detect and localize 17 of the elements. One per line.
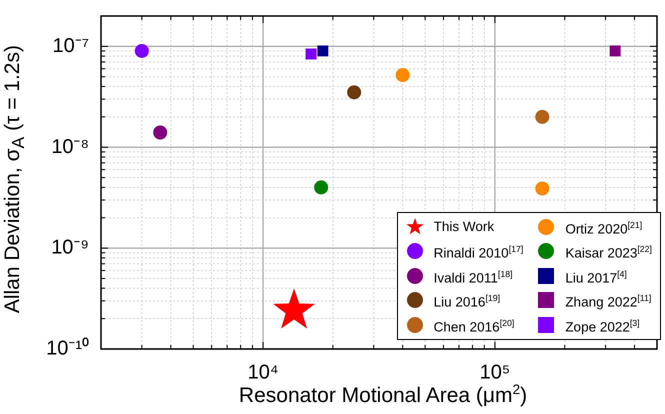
legend-label: This Work [434, 218, 494, 236]
legend-label: Liu 2017$^{[4]}$ [565, 268, 627, 287]
legend-label: Ivaldi 2011$^{[18]}$ [434, 268, 513, 287]
legend-label: Zhang 2022$^{[11]}$ [565, 292, 652, 312]
legend-label: Rinaldi 2010$^{[17]}$ [434, 243, 524, 262]
y-tick-label: 10⁻⁷ [52, 34, 89, 57]
legend-label: Chen 2016$^{[20]}$ [434, 316, 514, 336]
legend-label: Kaisar 2023$^{[22]}$ [565, 243, 652, 262]
legend-label: Zope 2022$^{[3]}$ [565, 316, 640, 336]
y-tick-label: 10⁻⁹ [51, 236, 89, 259]
y-tick-label: 10⁻⁸ [51, 136, 89, 158]
y-tick-label: 10⁻¹⁰ [46, 336, 89, 360]
x-tick-label: 10⁴ [248, 362, 278, 384]
x-tick-label: 10⁵ [480, 362, 510, 384]
legend-label: Liu 2016$^{[19]}$ [434, 292, 500, 312]
legend-label: Ortiz 2020$^{[21]}$ [565, 218, 642, 238]
x-axis-title: Resonator Motional Area (μm$^{2}$) [238, 382, 528, 408]
